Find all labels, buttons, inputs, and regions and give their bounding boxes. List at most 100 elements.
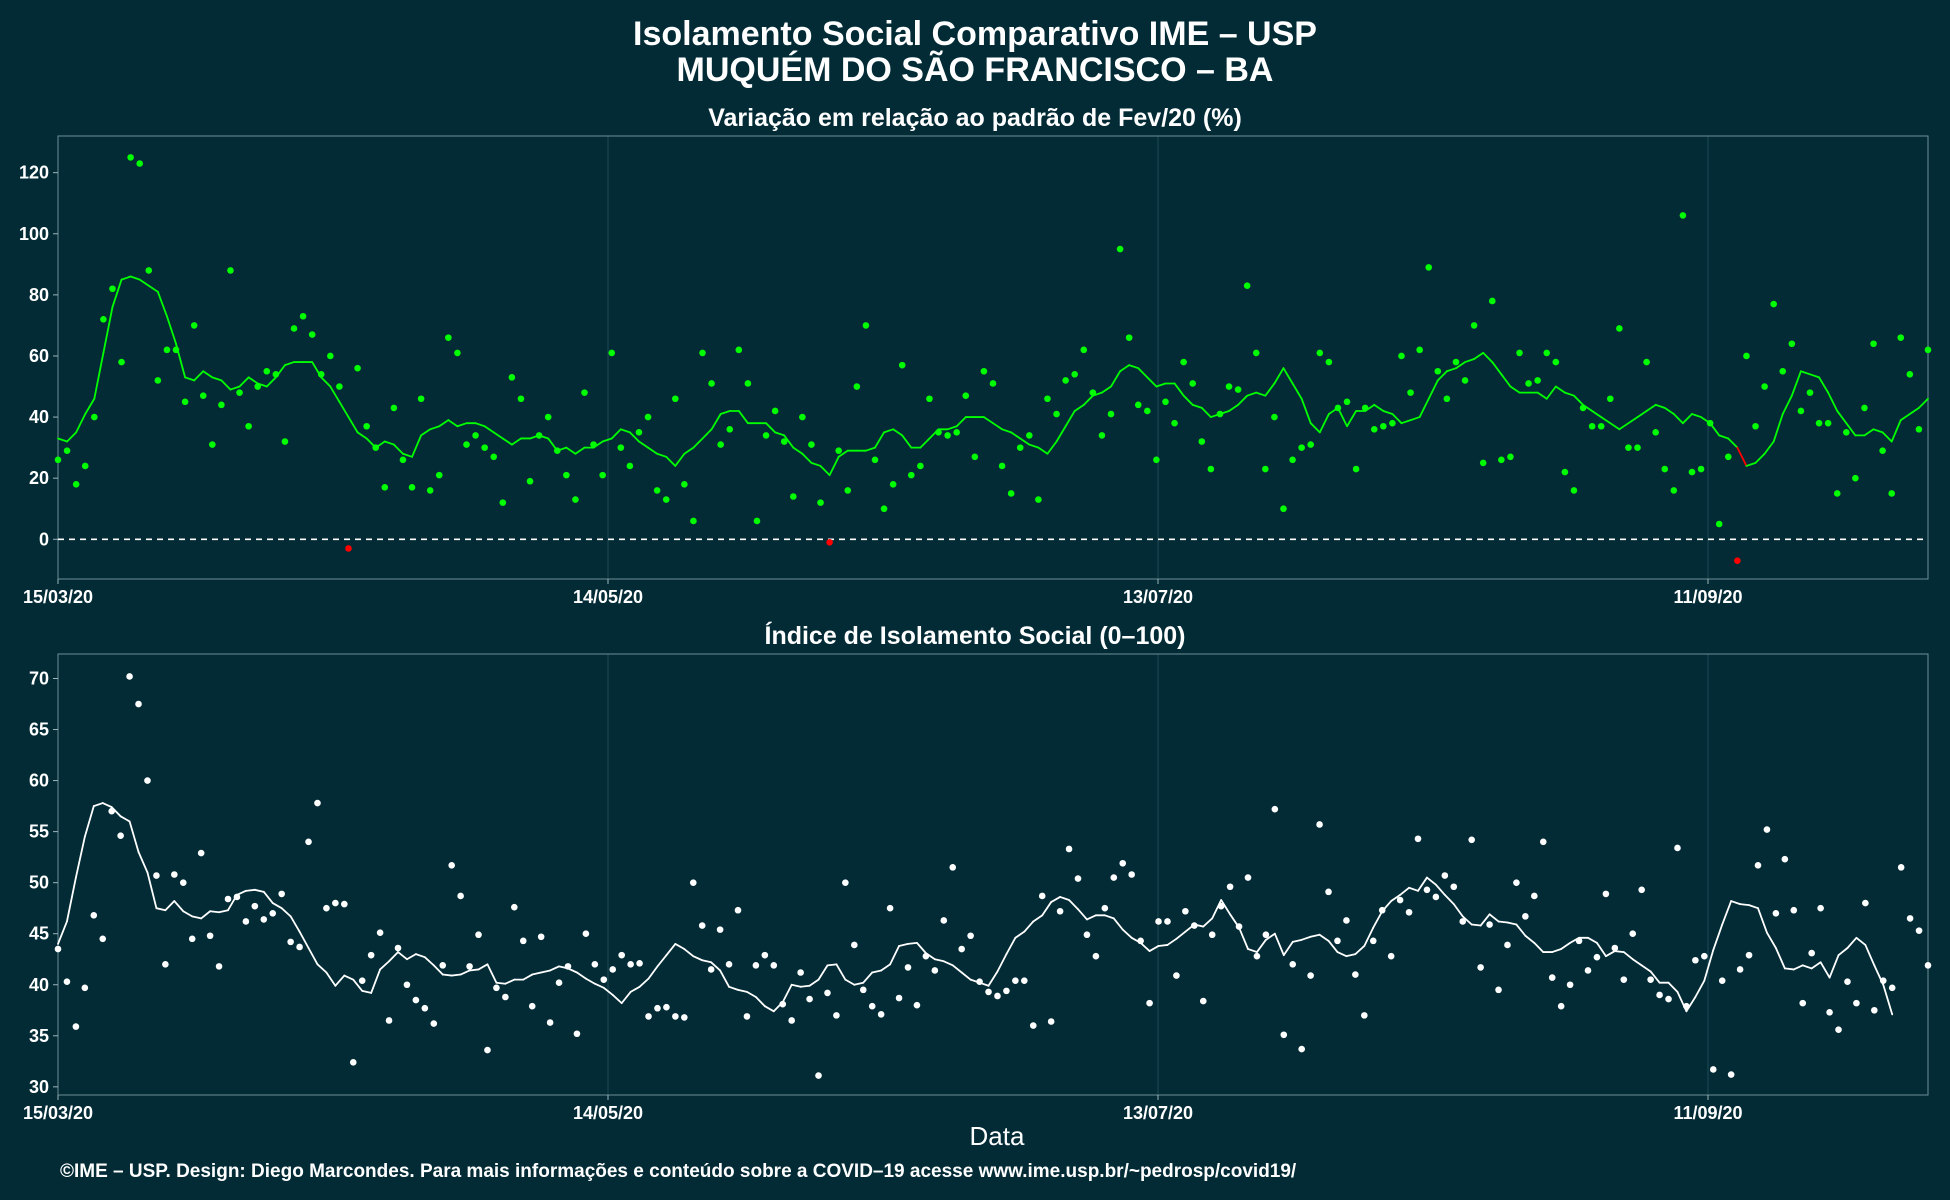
- moving-average-segment: [889, 945, 900, 966]
- data-point: [1602, 890, 1610, 898]
- moving-average-segment: [1682, 413, 1693, 425]
- data-point: [385, 1017, 393, 1024]
- moving-average-segment: [347, 416, 359, 434]
- moving-average-segment: [593, 982, 605, 989]
- moving-average-segment: [74, 835, 86, 879]
- data-point: [1479, 459, 1487, 467]
- data-point: [1271, 805, 1279, 813]
- data-point: [263, 367, 271, 375]
- moving-average-segment: [1703, 949, 1715, 982]
- moving-average-segment: [1515, 923, 1527, 937]
- moving-average-segment: [459, 969, 471, 976]
- moving-average-segment: [701, 959, 713, 964]
- data-point: [206, 932, 214, 940]
- data-point: [609, 966, 617, 973]
- data-point: [1861, 404, 1868, 412]
- moving-average-segment: [75, 413, 87, 434]
- moving-average-segment: [1545, 385, 1557, 400]
- data-point: [481, 444, 488, 451]
- moving-average-segment: [334, 974, 346, 987]
- moving-average-segment: [218, 909, 229, 914]
- moving-average-segment: [474, 422, 486, 428]
- data-point: [926, 395, 933, 403]
- moving-average-segment: [1372, 910, 1384, 929]
- data-point: [1217, 902, 1225, 910]
- moving-average-segment: [683, 446, 695, 455]
- moving-average-segment: [1228, 403, 1239, 412]
- data-point: [1271, 413, 1278, 421]
- data-point: [290, 325, 298, 332]
- moving-average-segment: [1736, 446, 1748, 467]
- moving-average-segment: [801, 452, 813, 464]
- moving-average-segment: [441, 973, 453, 977]
- data-point: [1674, 844, 1681, 852]
- data-point: [327, 352, 334, 360]
- data-point: [1670, 487, 1678, 494]
- data-point: [1389, 419, 1396, 427]
- data-point: [1065, 845, 1073, 853]
- data-point: [1665, 995, 1672, 1003]
- data-point: [940, 917, 948, 924]
- moving-average-segment: [193, 370, 205, 382]
- moving-average-segment: [774, 431, 786, 437]
- moving-average-segment: [137, 851, 149, 874]
- data-point: [1543, 349, 1551, 357]
- data-point: [363, 422, 370, 430]
- moving-average-segment: [57, 920, 68, 945]
- data-point: [1679, 212, 1687, 219]
- data-point: [994, 992, 1001, 1000]
- moving-average-segment: [1491, 361, 1503, 376]
- moving-average-segment: [1101, 385, 1112, 394]
- data-point: [336, 383, 343, 390]
- data-point: [1307, 972, 1314, 979]
- data-point: [245, 422, 252, 430]
- data-point: [466, 963, 473, 970]
- moving-average-segment: [338, 400, 350, 418]
- moving-average-segment: [1718, 434, 1730, 440]
- moving-average-segment: [1300, 397, 1312, 425]
- moving-average-segment: [92, 802, 104, 808]
- data-point: [215, 963, 223, 970]
- moving-average-segment: [638, 977, 650, 988]
- data-point: [1486, 921, 1493, 928]
- moving-average-segment: [1191, 403, 1203, 409]
- moving-average-segment: [388, 951, 399, 963]
- moving-average-segment: [790, 983, 802, 988]
- data-point: [1180, 358, 1187, 366]
- data-point: [1071, 371, 1078, 378]
- data-point: [1629, 930, 1637, 938]
- moving-average-segment: [1763, 440, 1775, 455]
- moving-average-segment: [1086, 914, 1097, 921]
- data-point: [1470, 322, 1478, 329]
- moving-average-segment: [1050, 896, 1062, 903]
- data-point: [1625, 444, 1632, 451]
- data-point: [281, 438, 289, 445]
- moving-average-segment: [1077, 908, 1088, 921]
- data-point: [662, 496, 670, 503]
- moving-average-segment: [710, 413, 722, 431]
- moving-average-segment: [601, 437, 613, 443]
- data-point: [1701, 952, 1708, 960]
- data-point: [1155, 918, 1162, 925]
- data-point: [1906, 371, 1914, 378]
- moving-average-segment: [865, 446, 876, 452]
- moving-average-segment: [1055, 425, 1067, 443]
- data-point: [1035, 496, 1042, 503]
- moving-average-segment: [692, 437, 704, 449]
- data-point: [1844, 978, 1851, 985]
- data-point: [390, 404, 398, 412]
- data-point: [126, 673, 133, 680]
- moving-average-segment: [781, 983, 793, 1004]
- data-point: [944, 432, 951, 439]
- data-point: [171, 871, 178, 878]
- data-point: [272, 371, 280, 378]
- moving-average-segment: [1792, 964, 1804, 971]
- moving-average-segment: [1627, 416, 1639, 425]
- moving-average-segment: [1014, 930, 1026, 939]
- data-point: [260, 916, 268, 923]
- moving-average-segment: [1730, 900, 1742, 906]
- moving-average-segment: [1001, 428, 1013, 434]
- chart-title-line-1: Isolamento Social Comparativo IME – USP: [633, 15, 1317, 53]
- data-point: [1234, 386, 1242, 393]
- moving-average-segment: [883, 428, 895, 434]
